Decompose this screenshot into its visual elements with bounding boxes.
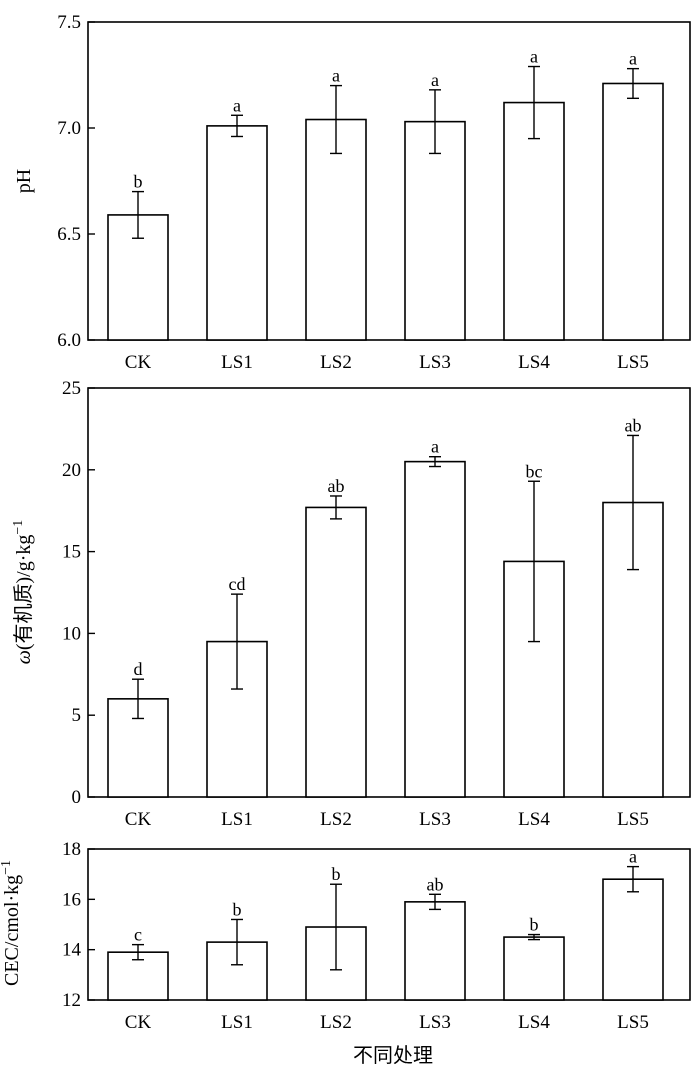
organic-matter-significance-label: d — [134, 659, 143, 679]
ph-y-tick-label: 7.0 — [57, 118, 81, 139]
cec-error-bar — [528, 933, 540, 941]
ph-x-tick-label: LS3 — [419, 352, 451, 373]
organic-matter-y-tick-label: 15 — [62, 542, 81, 563]
ph-x-tick-label: LS4 — [518, 352, 550, 373]
organic-matter-error-bar — [132, 678, 144, 720]
ph-error-bar — [627, 67, 639, 100]
organic-matter-y-tick-label: 25 — [62, 378, 81, 399]
ph-y-tick-label: 7.5 — [57, 12, 81, 33]
cec-y-tick-label: 14 — [62, 940, 82, 961]
ph-error-bar — [528, 65, 540, 140]
cec-plot-frame — [87, 848, 691, 1001]
organic-matter-significance-label: bc — [526, 461, 543, 481]
organic-matter-bar-ls2 — [305, 506, 367, 798]
ph-significance-label: a — [332, 66, 340, 86]
organic-matter-y-tick-label: 0 — [72, 787, 82, 808]
organic-matter-error-bar — [330, 495, 342, 520]
ph-significance-label: a — [233, 95, 241, 115]
cec-y-tick-label: 16 — [62, 889, 81, 910]
organic-matter-plot-frame — [87, 387, 691, 798]
organic-matter-y-tick-label: 5 — [72, 705, 82, 726]
organic-matter-x-tick-label: LS5 — [617, 809, 649, 830]
cec-significance-label: b — [530, 915, 539, 935]
cec-error-bar — [231, 918, 243, 966]
ph-error-bar — [231, 114, 243, 138]
organic-matter-bar-ls3 — [404, 460, 466, 798]
organic-matter-error-bar — [231, 593, 243, 690]
organic-matter-panel: 0 5 10 15 20 25 d CK cd LS1 ab LS2 a LS3 bc LS4 ab LS5 ω(有… — [11, 378, 691, 830]
ph-error-bar — [330, 84, 342, 155]
cec-x-tick-label: LS4 — [518, 1012, 550, 1033]
ph-x-tick-label: LS5 — [617, 352, 649, 373]
ph-bar-ls2 — [305, 118, 367, 341]
ph-plot-frame — [87, 21, 691, 341]
cec-bar-ls3 — [404, 901, 466, 1001]
cec-x-tick-label: CK — [125, 1012, 152, 1033]
cec-bar-ls5 — [602, 878, 664, 1001]
ph-significance-label: a — [431, 70, 439, 90]
cec-significance-label: b — [233, 899, 242, 919]
organic-matter-significance-label: ab — [328, 476, 345, 496]
cec-panel: 12 14 16 18 c CK b LS1 b LS2 ab LS3 b LS4 a LS5 CEC/cmol… — [0, 839, 691, 1033]
ph-x-tick-label: CK — [125, 352, 152, 373]
ph-y-axis-title: pH — [13, 169, 35, 193]
organic-matter-error-bar — [627, 434, 639, 571]
ph-error-bar — [429, 89, 441, 155]
organic-matter-y-axis-title: ω(有机质)/g·kg−1 — [11, 520, 35, 665]
cec-x-tick-label: LS2 — [320, 1012, 352, 1033]
organic-matter-y-tick-label: 10 — [62, 623, 81, 644]
cec-significance-label: a — [629, 847, 637, 867]
ph-significance-label: a — [629, 49, 637, 69]
cec-error-bar — [429, 893, 441, 911]
organic-matter-error-bar — [528, 480, 540, 643]
cec-significance-label: c — [134, 925, 142, 945]
organic-matter-y-tick-label: 20 — [62, 460, 81, 481]
cec-x-tick-label: LS5 — [617, 1012, 649, 1033]
cec-significance-label: ab — [427, 874, 444, 894]
cec-x-tick-label: LS3 — [419, 1012, 451, 1033]
cec-y-tick-label: 18 — [62, 839, 81, 860]
ph-panel: 6.0 6.5 7.0 7.5 b CK a LS1 a LS2 a LS3 a LS4 a LS5 pH — [13, 12, 691, 373]
cec-y-tick-label: 12 — [62, 990, 81, 1011]
organic-matter-x-tick-label: LS4 — [518, 809, 550, 830]
ph-significance-label: a — [530, 47, 538, 67]
ph-x-tick-label: LS1 — [221, 352, 253, 373]
x-axis-title: 不同处理 — [353, 1044, 433, 1067]
ph-bar-ls3 — [404, 120, 466, 341]
cec-error-bar — [132, 943, 144, 961]
organic-matter-significance-label: ab — [625, 415, 642, 435]
organic-matter-x-tick-label: LS1 — [221, 809, 253, 830]
cec-error-bar — [627, 865, 639, 893]
ph-bar-ls1 — [206, 125, 268, 341]
cec-error-bar — [330, 883, 342, 971]
ph-bar-ls5 — [602, 82, 664, 341]
ph-y-tick-label: 6.5 — [57, 224, 81, 245]
cec-x-tick-label: LS1 — [221, 1012, 253, 1033]
organic-matter-x-tick-label: LS2 — [320, 809, 352, 830]
organic-matter-significance-label: a — [431, 437, 439, 457]
ph-bar-ls4 — [503, 101, 565, 341]
organic-matter-significance-label: cd — [229, 574, 246, 594]
ph-x-tick-label: LS2 — [320, 352, 352, 373]
ph-y-tick-label: 6.0 — [57, 330, 81, 351]
organic-matter-error-bar — [429, 456, 441, 468]
ph-significance-label: b — [134, 172, 143, 192]
cec-significance-label: b — [332, 864, 341, 884]
organic-matter-x-tick-label: CK — [125, 809, 152, 830]
ph-error-bar — [132, 190, 144, 239]
organic-matter-x-tick-label: LS3 — [419, 809, 451, 830]
cec-y-axis-title: CEC/cmol·kg−1 — [0, 860, 23, 986]
cec-bar-ls4 — [503, 936, 565, 1001]
